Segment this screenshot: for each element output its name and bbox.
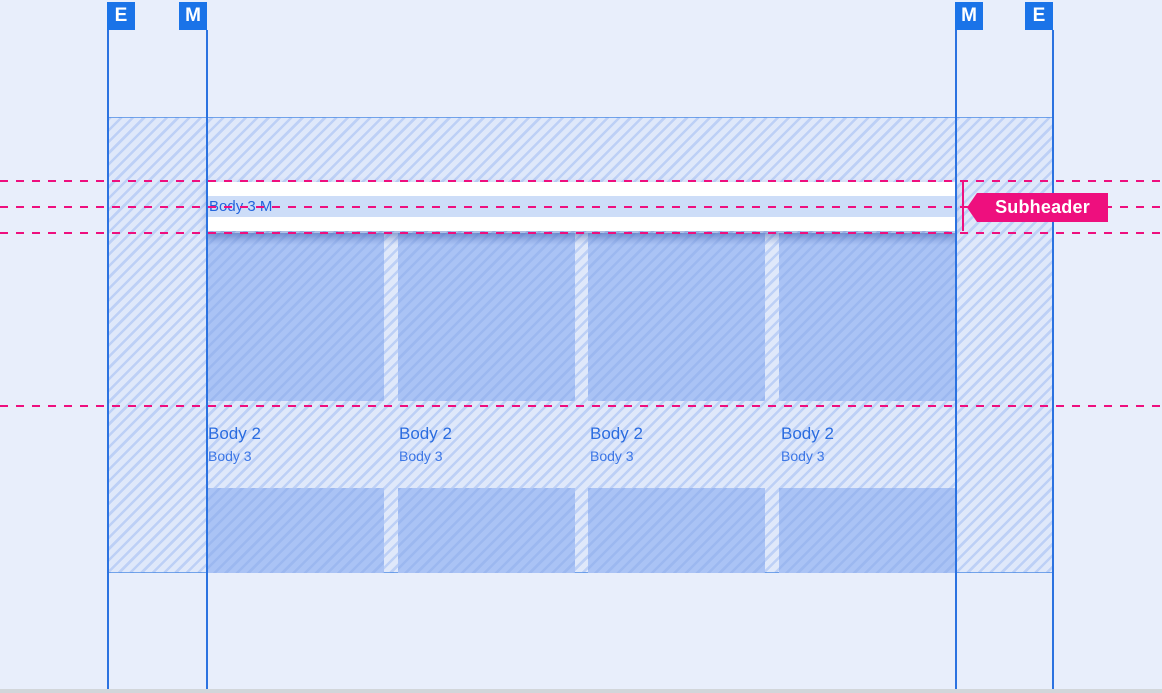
redline-baseline (0, 206, 1162, 208)
margin-badge: M (955, 2, 983, 30)
card-placeholder (779, 488, 956, 573)
card-placeholder (588, 233, 765, 401)
window-bottom-edge (0, 689, 1162, 693)
keyline-edge-right (1052, 30, 1054, 690)
card-title: Body 2 (399, 424, 452, 443)
keyline-edge-left (107, 30, 109, 690)
card-placeholder (398, 233, 575, 401)
redline-card-bottom (0, 405, 1162, 407)
redline-top (0, 180, 1162, 182)
subheader-bar-shadow (207, 233, 956, 245)
card-placeholder (207, 233, 384, 401)
card-text-block: Body 2 Body 3 (399, 423, 452, 465)
card-title: Body 2 (590, 424, 643, 443)
keyline-margin-left (206, 30, 208, 690)
card-placeholder (398, 488, 575, 573)
keyline-margin-right (955, 30, 957, 690)
card-subtitle: Body 3 (781, 448, 825, 464)
card-placeholder (588, 488, 765, 573)
card-text-block: Body 2 Body 3 (208, 423, 261, 465)
edge-badge: E (1025, 2, 1053, 30)
card-subtitle: Body 3 (590, 448, 634, 464)
card-title: Body 2 (781, 424, 834, 443)
redline-bottom (0, 232, 1162, 234)
card-subtitle: Body 3 (399, 448, 443, 464)
margin-badge: M (179, 2, 207, 30)
edge-badge: E (107, 2, 135, 30)
card-subtitle: Body 3 (208, 448, 252, 464)
card-text-block: Body 2 Body 3 (590, 423, 643, 465)
subheader-annotation-label: Subheader (995, 197, 1090, 217)
subheader-annotation-tag: Subheader (967, 193, 1108, 222)
card-text-block: Body 2 Body 3 (781, 423, 834, 465)
card-placeholder (207, 488, 384, 573)
card-title: Body 2 (208, 424, 261, 443)
card-placeholder (779, 233, 956, 401)
measurement-tick (962, 182, 964, 231)
